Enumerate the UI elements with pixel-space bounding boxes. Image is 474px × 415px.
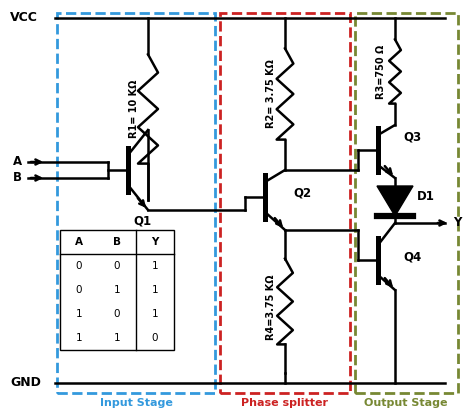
Text: B: B — [113, 237, 121, 247]
Text: B: B — [13, 171, 22, 185]
Bar — [60, 230, 174, 350]
Text: Q2: Q2 — [293, 187, 311, 200]
Text: 0: 0 — [152, 333, 158, 343]
Text: 1: 1 — [152, 285, 158, 295]
Text: 0: 0 — [76, 285, 82, 295]
Bar — [220, 13, 350, 393]
Text: 1: 1 — [114, 333, 120, 343]
Text: 0: 0 — [114, 309, 120, 319]
Text: 1: 1 — [76, 309, 82, 319]
Text: VCC: VCC — [10, 12, 38, 24]
Text: Phase splitter: Phase splitter — [241, 398, 328, 408]
Text: Output Stage: Output Stage — [364, 398, 448, 408]
Text: 1: 1 — [114, 285, 120, 295]
Text: R1= 10 KΩ: R1= 10 KΩ — [129, 80, 139, 138]
Text: 1: 1 — [152, 261, 158, 271]
Text: D1: D1 — [417, 190, 435, 203]
Bar — [355, 13, 458, 393]
Text: R2= 3.75 KΩ: R2= 3.75 KΩ — [266, 60, 276, 128]
Text: Input Stage: Input Stage — [100, 398, 173, 408]
Text: 0: 0 — [76, 261, 82, 271]
Bar — [57, 13, 215, 393]
Text: Y: Y — [453, 217, 461, 229]
Text: A: A — [75, 237, 83, 247]
Text: 1: 1 — [76, 333, 82, 343]
Text: Q1: Q1 — [133, 215, 151, 228]
Text: GND: GND — [10, 376, 41, 390]
Text: 1: 1 — [152, 309, 158, 319]
Text: Y: Y — [151, 237, 159, 247]
Text: Q4: Q4 — [403, 250, 421, 263]
Text: Q3: Q3 — [403, 130, 421, 143]
Text: R3=750 Ω: R3=750 Ω — [376, 45, 386, 99]
Polygon shape — [377, 186, 413, 216]
Text: 0: 0 — [114, 261, 120, 271]
Text: R4=3.75 KΩ: R4=3.75 KΩ — [266, 274, 276, 340]
Text: A: A — [13, 156, 22, 168]
